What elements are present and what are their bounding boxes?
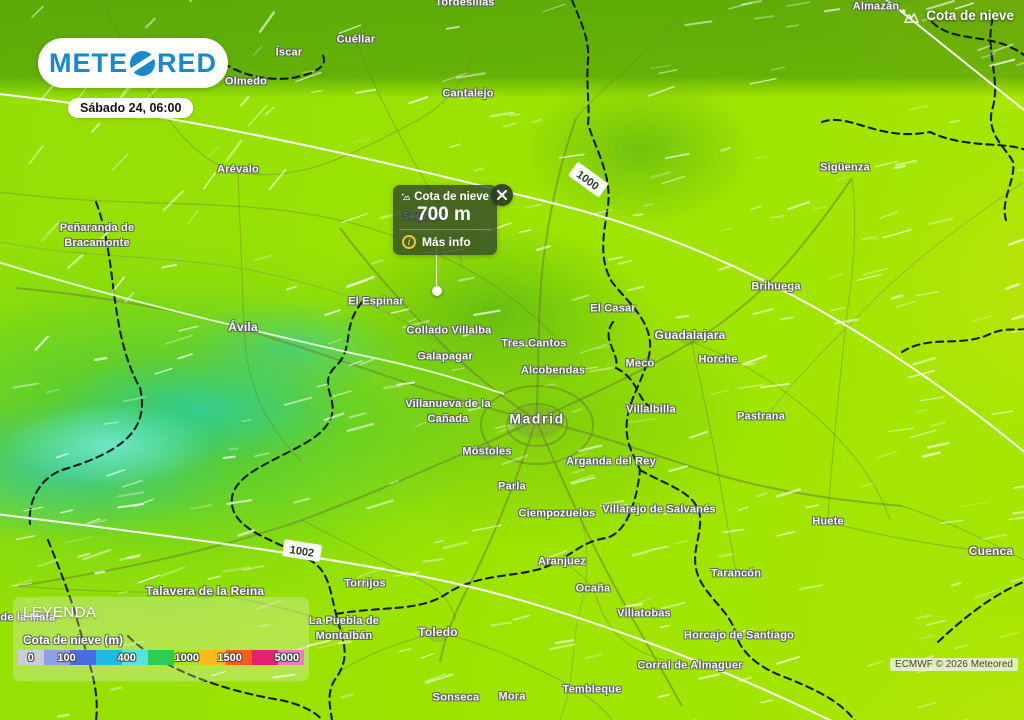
tooltip-pointer-line (436, 242, 437, 287)
legend-title: LEYENDA (23, 604, 97, 621)
snow-level-icon (900, 8, 920, 23)
isobar-label-text: 1002 (289, 544, 315, 560)
legend-segment (44, 650, 70, 665)
legend-value-label: 400 (117, 651, 136, 664)
logo-o-icon (130, 50, 155, 76)
legend-value-label: 1000 (174, 651, 199, 664)
legend-segment (200, 650, 226, 665)
legend-value-label: 0 (27, 651, 34, 664)
close-button[interactable] (491, 184, 513, 206)
legend-segment (18, 650, 44, 665)
brand-text-right: RED (157, 47, 218, 78)
attribution: ECMWF © 2026 Meteored (890, 658, 1018, 671)
legend-segment (278, 650, 304, 665)
legend-segment (174, 650, 200, 665)
legend-segment (252, 650, 278, 665)
legend-value-label: 1500 (217, 651, 242, 664)
province-boundaries (28, 0, 1024, 720)
more-info-link[interactable]: i Más info (401, 230, 489, 251)
legend-segment (70, 650, 96, 665)
layer-indicator[interactable]: Cota de nieve (899, 8, 1014, 23)
isobar-label (568, 162, 608, 197)
tooltip-title: Cota de nieve (414, 190, 489, 203)
urban-areas (194, 325, 702, 642)
tooltip-divider (399, 229, 491, 230)
brand-text-left: METE (48, 47, 128, 78)
legend-segment (148, 650, 174, 665)
more-info-label: Más info (422, 235, 471, 249)
marker-dot[interactable] (432, 286, 442, 296)
datetime-badge: Sábado 24, 06:00 (68, 98, 194, 118)
legend-value-label: 5000 (274, 651, 300, 664)
legend-segment (96, 650, 122, 665)
rivers (0, 181, 1024, 720)
tooltip: Cota de nieve 700 m i Más info (393, 184, 513, 255)
legend-panel: LEYENDA Cota de nieve (m) 0 100 400 1000 150… (13, 597, 309, 681)
snow-level-icon (401, 193, 411, 200)
legend-subtitle: Cota de nieve (m) (23, 633, 124, 647)
layer-indicator-label: Cota de nieve (926, 8, 1014, 23)
info-icon: i (402, 235, 416, 249)
tooltip-value: 700 m (417, 204, 471, 225)
isobar-label (282, 539, 322, 562)
meteored-logo[interactable]: METE RED (38, 38, 228, 88)
legend-segment (122, 650, 148, 665)
close-icon (497, 190, 507, 200)
legend-value-label: 100 (57, 651, 76, 664)
legend-colorbar: 0 100 400 1000 1500 5000 (18, 650, 304, 665)
legend-segment (226, 650, 252, 665)
